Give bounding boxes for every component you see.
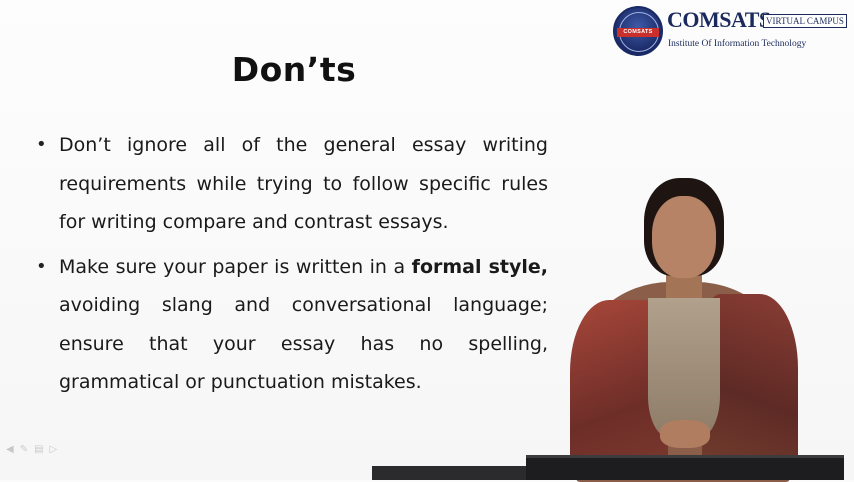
bullet-text: Make sure your paper is written in a for… (59, 248, 548, 402)
comsats-seal-icon: COMSATS (613, 6, 663, 56)
bullet-item: • Don’t ignore all of the general essay w… (34, 126, 548, 242)
edit-icon[interactable]: ✎ (19, 444, 29, 455)
text-run: avoiding slang and conversational langua… (59, 294, 548, 393)
prev-arrow-icon[interactable]: ◀ (6, 444, 14, 455)
text-run: Don’t ignore all of the general essay wr… (59, 134, 548, 233)
bold-text: formal style, (411, 255, 548, 278)
bullet-dot-icon: • (36, 255, 47, 277)
text-run: Make sure your paper is written in a (59, 255, 412, 278)
institute-tagline: Institute Of Information Technology (668, 39, 807, 49)
seal-label: COMSATS (617, 28, 659, 37)
bullet-text: Don’t ignore all of the general essay wr… (59, 126, 548, 242)
bullet-dot-icon: • (36, 134, 47, 155)
podium (526, 455, 844, 480)
desk-edge (372, 466, 532, 480)
slide-navigation: ◀ ✎ ▤ ▷ (6, 444, 57, 456)
slide-title: Don’ts (231, 50, 357, 89)
presenter-figure (548, 170, 818, 482)
comsats-logo: COMSATS COMSATS VIRTUAL CAMPUS Institute… (613, 4, 851, 56)
virtual-campus-badge: VIRTUAL CAMPUS (763, 14, 847, 28)
brand-name: COMSATS (667, 7, 771, 32)
menu-icon[interactable]: ▤ (34, 444, 44, 455)
next-icon[interactable]: ▷ (49, 444, 58, 455)
bullet-list: • Don’t ignore all of the general essay w… (34, 126, 548, 408)
bullet-item: • Make sure your paper is written in a fo… (34, 248, 548, 402)
